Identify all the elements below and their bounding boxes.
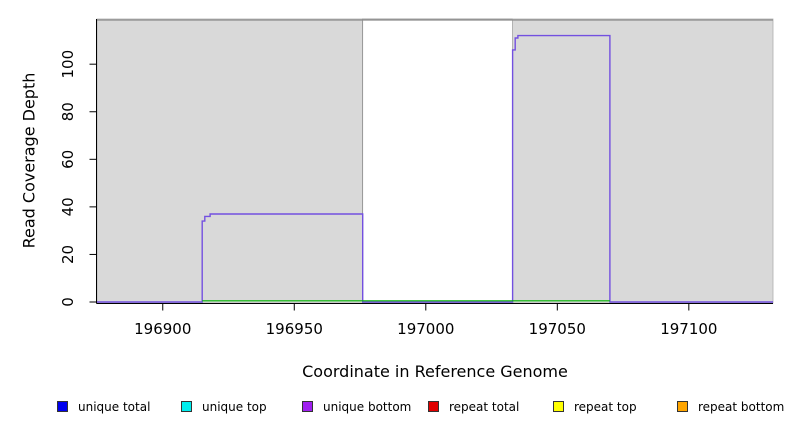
y-tick-label: 60 xyxy=(59,150,77,169)
y-tick-label: 80 xyxy=(59,102,77,121)
x-tick-label: 197050 xyxy=(529,320,586,338)
x-axis-title: Coordinate in Reference Genome xyxy=(302,362,568,381)
y-axis-title: Read Coverage Depth xyxy=(19,72,39,249)
series-unique-bottom-coverage xyxy=(97,34,773,303)
white-gap-region xyxy=(362,18,513,304)
y-tick-label: 20 xyxy=(59,245,77,264)
y-tick-label: 100 xyxy=(59,50,77,79)
x-tick-label: 196900 xyxy=(134,320,191,338)
y-tick-label: 0 xyxy=(59,297,77,307)
x-tick-label: 196950 xyxy=(266,320,323,338)
y-tick-label: 40 xyxy=(59,197,77,216)
x-tick-label: 197000 xyxy=(397,320,454,338)
shaded-region-right xyxy=(512,18,774,304)
x-tick-label: 197100 xyxy=(660,320,717,338)
shaded-region-left xyxy=(96,18,364,304)
